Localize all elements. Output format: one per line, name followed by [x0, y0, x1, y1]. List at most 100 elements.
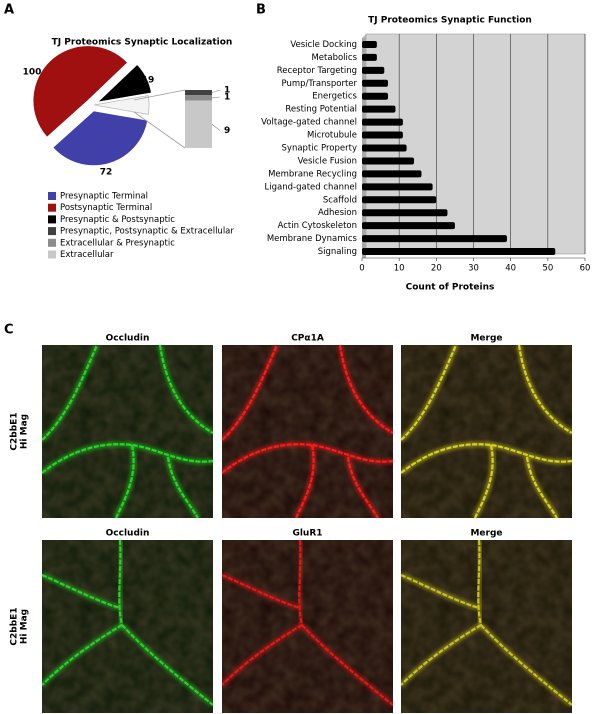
- membrane: [295, 444, 315, 518]
- x-tick-label: 60: [580, 264, 591, 274]
- column-title: CPα1A: [291, 334, 324, 344]
- membrane: [158, 345, 213, 434]
- legend-swatch: [48, 238, 56, 247]
- column-title: Merge: [470, 529, 502, 539]
- row-label: Hi Mag: [20, 609, 30, 644]
- legend-label: Extracellular: [60, 250, 114, 260]
- legend-label: Presynaptic, Postsynaptic & Extracellula…: [60, 227, 234, 237]
- membrane: [222, 345, 279, 441]
- bar: [362, 170, 422, 178]
- bar: [362, 235, 507, 243]
- x-tick-label: 30: [468, 264, 479, 274]
- micrograph: [42, 540, 213, 713]
- membrane: [401, 345, 458, 441]
- membrane: [401, 443, 572, 474]
- x-tick-label: 20: [431, 264, 442, 274]
- membrane: [338, 345, 393, 434]
- micrograph: [401, 345, 572, 518]
- leader: [211, 124, 221, 131]
- y-tick-label: Signaling: [318, 247, 357, 257]
- membrane: [517, 345, 572, 434]
- bar: [362, 131, 403, 139]
- y-tick-label: Membrane Dynamics: [267, 234, 358, 244]
- chart-title: TJ Proteomics Synaptic Function: [368, 16, 532, 26]
- row-label: C2bbE1: [10, 607, 20, 645]
- y-tick-label: Resting Potential: [285, 105, 357, 115]
- pie-slice: [93, 95, 150, 115]
- pie-slice: [52, 110, 149, 167]
- bar: [362, 79, 389, 87]
- membrane: [301, 624, 393, 706]
- leader: [211, 89, 221, 93]
- chart-title: TJ Proteomics Synaptic Localization: [52, 38, 233, 48]
- y-tick-label: Vesicle Fusion: [298, 156, 357, 166]
- value-label: 9: [224, 126, 230, 136]
- bar: [362, 144, 407, 152]
- stack-segment: [185, 95, 212, 101]
- y-tick-label: Receptor Targeting: [277, 66, 357, 76]
- panel-label: C: [4, 323, 14, 338]
- bar: [362, 248, 556, 256]
- x-tick-label: 40: [505, 264, 516, 274]
- value-label: 1: [224, 86, 230, 96]
- x-tick-label: 10: [394, 264, 405, 274]
- legend-label: Presynaptic & Postsynaptic: [60, 215, 175, 225]
- y-tick-label: Metabolics: [311, 53, 357, 63]
- x-tick-label: 50: [542, 264, 553, 274]
- micrograph: [222, 345, 393, 518]
- pie-slice: [32, 45, 129, 139]
- bar: [362, 53, 377, 61]
- y-tick-label: Energetics: [312, 92, 357, 102]
- bar: [362, 92, 389, 100]
- panel-label: A: [4, 3, 14, 18]
- legend-label: Extracellular & Presynaptic: [60, 238, 175, 248]
- bar: [362, 105, 396, 113]
- y-tick-label: Voltage-gated channel: [261, 118, 357, 128]
- pie-slice: [95, 63, 153, 104]
- micrograph: [222, 540, 393, 713]
- bar: [362, 66, 385, 74]
- y-tick-label: Pump/Transporter: [281, 79, 357, 89]
- membrane: [477, 540, 483, 626]
- legend-swatch: [48, 250, 56, 259]
- column-title: Merge: [470, 334, 502, 344]
- membrane: [525, 456, 558, 518]
- x-tick-label: 0: [359, 264, 364, 274]
- connector: [133, 89, 186, 101]
- legend-label: Postsynaptic Terminal: [60, 203, 152, 213]
- membrane: [401, 624, 482, 686]
- column-title: Occludin: [106, 334, 150, 344]
- y-tick-label: Synaptic Property: [282, 144, 357, 154]
- membrane: [166, 456, 199, 518]
- bar: [362, 40, 377, 48]
- micrograph: [401, 540, 572, 713]
- value-label: 19: [142, 76, 155, 86]
- membrane: [222, 624, 303, 686]
- stack-segment: [185, 90, 212, 96]
- x-axis-label: Count of Proteins: [406, 283, 495, 293]
- leader: [211, 96, 221, 99]
- membrane: [42, 624, 123, 686]
- legend-swatch: [48, 215, 56, 224]
- y-tick-label: Actin Cytoskeleton: [278, 221, 357, 231]
- row-label: Hi Mag: [20, 414, 30, 449]
- y-tick-label: Membrane Recycling: [268, 169, 357, 179]
- membrane: [115, 444, 135, 518]
- membrane: [222, 573, 301, 610]
- panel-label: B: [256, 3, 266, 18]
- membrane: [346, 456, 379, 518]
- bar: [362, 209, 448, 217]
- column-title: GluR1: [292, 529, 322, 539]
- membrane: [42, 345, 99, 441]
- stack-segment: [185, 100, 212, 148]
- value-label: 1: [224, 93, 230, 103]
- micrograph: [42, 345, 213, 518]
- y-tick-label: Microtubule: [307, 131, 357, 141]
- membrane: [121, 624, 213, 706]
- bar: [362, 157, 415, 165]
- row-label: C2bbE1: [10, 412, 20, 450]
- membrane: [222, 443, 393, 474]
- legend-swatch: [48, 192, 56, 200]
- connector: [133, 111, 186, 149]
